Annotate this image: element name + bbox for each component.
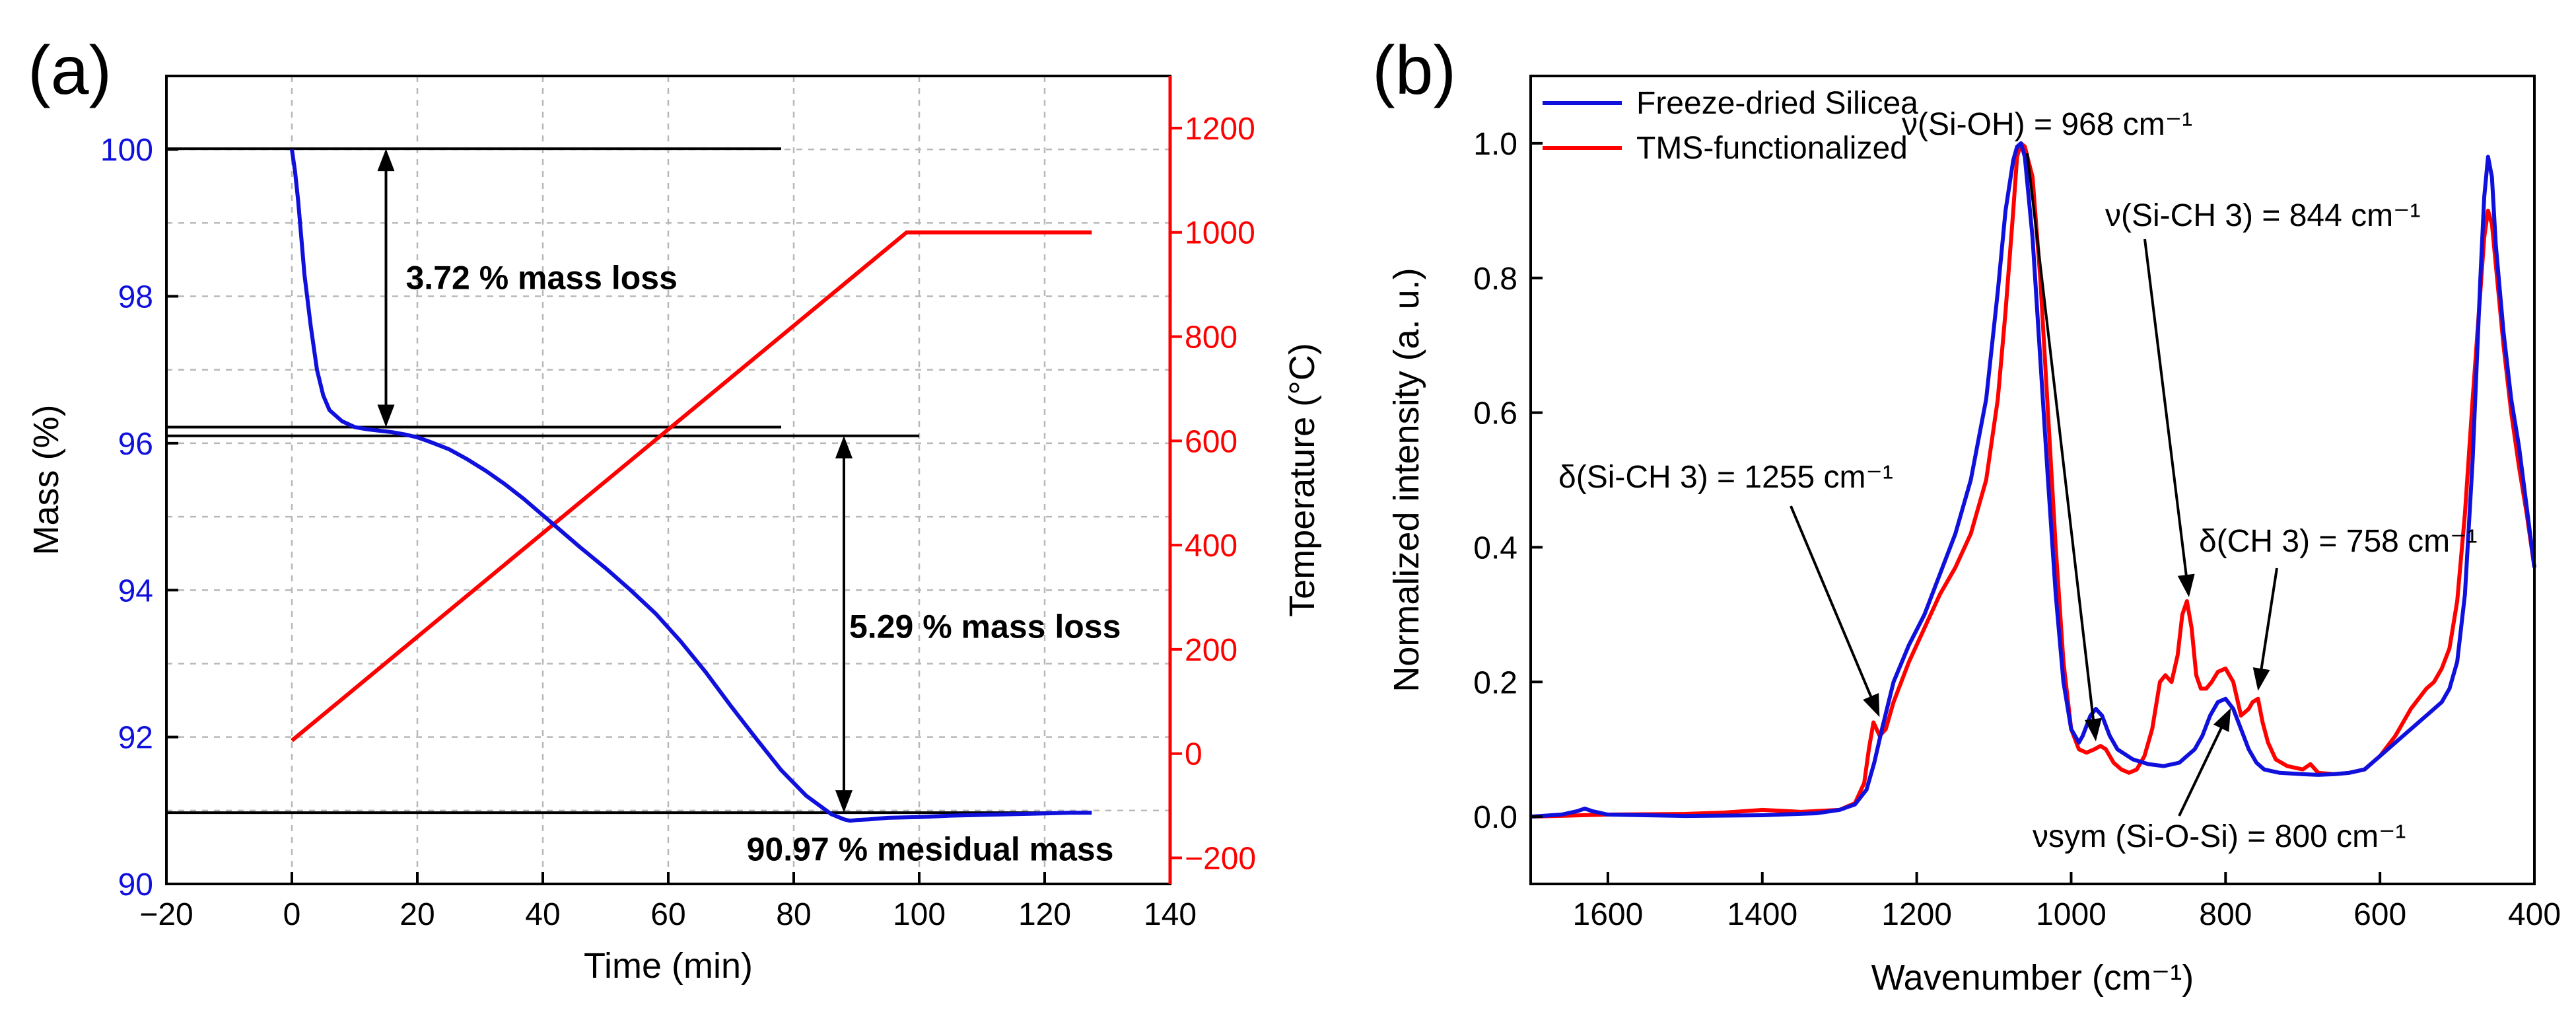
mass-loss-1-arrow-head-top	[377, 149, 395, 172]
x-tick-label: 1200	[1881, 897, 1952, 932]
y-tick-label: 94	[118, 573, 153, 608]
panel-b-legend: Freeze-dried Silicea TMS-functionalized	[1543, 86, 1918, 166]
arrow-758-head	[2252, 667, 2270, 691]
panel-a: (a) −20 0 20 40 60 80 100 120 140 9092949698100 …	[26, 32, 1322, 986]
annotation-si-o-si-800: νsym (Si-O-Si) = 800 cm⁻¹	[2033, 819, 2406, 854]
arrow-758-shaft	[2259, 567, 2278, 673]
mass-loss-2-arrow-head-bottom	[835, 790, 853, 813]
panel-a-y-ticks: 90 92 94 96 98 100	[100, 133, 178, 902]
legend-label-freeze-dried: Freeze-dried Silicea	[1636, 86, 1918, 121]
arrow-844-shaft	[2143, 238, 2188, 579]
right-tick-label: 1200	[1185, 112, 1255, 147]
panel-a-x-axis-title: Time (min)	[584, 946, 753, 986]
y-tick-label: 98	[118, 280, 153, 315]
arrow-968-head	[2085, 717, 2102, 742]
panel-a-reference-lines	[166, 147, 1082, 815]
annotation-si-oh-968: ν(Si-OH) = 968 cm⁻¹	[1902, 107, 2192, 142]
panel-b-frame	[1529, 75, 2536, 885]
legend-label-tms: TMS-functionalized	[1636, 131, 1908, 166]
arrow-800-head	[2213, 708, 2231, 733]
x-tick-label: 1000	[2036, 897, 2106, 932]
panel-a-right-ticks: −200 0 200 400 600 800 1000 1200	[1168, 76, 1256, 884]
panel-a-series	[290, 149, 1092, 823]
annotation-si-ch3-844: ν(Si-CH 3) = 844 cm⁻¹	[2105, 198, 2420, 233]
y-tick-label: 96	[118, 427, 153, 462]
panel-b-label: (b)	[1372, 32, 1456, 109]
x-tick-label: 800	[2199, 897, 2252, 932]
x-tick-label: 140	[1144, 897, 1197, 932]
residual-mass-annotation: 90.97 % mesidual mass	[747, 830, 1114, 867]
x-tick-label: 1600	[1573, 897, 1644, 932]
temperature-line	[291, 230, 1092, 743]
panel-b: (b) 1600 1400 1200 1000 800 600 400 0.00.20.40…	[1372, 32, 2561, 998]
y-tick-label: 0.0	[1473, 800, 1517, 835]
panel-a-label: (a)	[28, 32, 112, 109]
arrow-1255-head	[1863, 693, 1880, 717]
panel-b-x-ticks: 1600 1400 1200 1000 800 600 400	[1573, 872, 2561, 932]
x-tick-label: 600	[2353, 897, 2406, 932]
x-tick-label: 40	[525, 897, 560, 932]
panel-a-right-axis-title: Temperature (°C)	[1282, 343, 1322, 617]
panel-b-y-ticks: 0.0 0.2 0.4 0.6 0.8 1.0	[1473, 127, 1543, 835]
panel-b-series	[1530, 141, 2536, 819]
panel-a-arrows	[377, 149, 853, 813]
arrow-968-shaft	[2026, 153, 2095, 723]
panel-b-x-axis-title: Wavenumber (cm⁻¹)	[1871, 958, 2194, 998]
panel-a-y-axis-title: Mass (%)	[26, 405, 66, 556]
x-tick-label: 80	[776, 897, 811, 932]
y-tick-label: 92	[118, 721, 153, 756]
x-tick-label: 1400	[1727, 897, 1797, 932]
annotation-ch3-758: δ(CH 3) = 758 cm⁻¹	[2199, 524, 2477, 559]
mass-loss-1-arrow-head-bottom	[377, 404, 395, 427]
right-tick-label: 800	[1185, 320, 1237, 355]
x-tick-label: 0	[283, 897, 301, 932]
tms-functionalized-line	[1530, 141, 2536, 819]
x-tick-label: 20	[400, 897, 435, 932]
x-tick-label: 400	[2508, 897, 2561, 932]
freeze-dried-line	[1530, 141, 2536, 819]
right-tick-label: 200	[1185, 633, 1237, 668]
x-tick-label: −20	[139, 897, 193, 932]
arrow-844-head	[2177, 573, 2195, 597]
x-tick-label: 120	[1018, 897, 1071, 932]
arrow-800-shaft	[2178, 724, 2225, 817]
x-tick-label: 60	[650, 897, 685, 932]
panel-b-y-axis-title: Normalized intensity (a. u.)	[1387, 268, 1426, 692]
annotation-si-ch3-1255: δ(Si-CH 3) = 1255 cm⁻¹	[1558, 460, 1893, 495]
right-tick-label: 1000	[1185, 216, 1255, 251]
right-tick-label: 400	[1185, 529, 1237, 564]
right-tick-label: −200	[1185, 842, 1256, 877]
y-tick-label: 0.8	[1473, 262, 1517, 297]
arrow-1255-shaft	[1790, 505, 1874, 701]
y-tick-label: 100	[100, 133, 153, 168]
y-tick-label: 1.0	[1473, 127, 1517, 162]
y-tick-label: 0.4	[1473, 530, 1517, 566]
y-tick-label: 0.2	[1473, 665, 1517, 700]
right-tick-label: 600	[1185, 424, 1237, 459]
y-tick-label: 90	[118, 867, 153, 902]
panel-b-arrows	[1790, 153, 2278, 817]
x-tick-label: 100	[893, 897, 946, 932]
right-tick-label: 0	[1185, 737, 1202, 772]
mass-loss-2-annotation: 5.29 % mass loss	[849, 608, 1121, 645]
y-tick-label: 0.6	[1473, 396, 1517, 431]
panel-a-x-ticks: −20 0 20 40 60 80 100 120 140	[139, 872, 1197, 932]
mass-line	[290, 149, 1092, 823]
panel-a-grid	[166, 76, 1170, 884]
mass-loss-1-annotation: 3.72 % mass loss	[406, 259, 678, 296]
mass-loss-2-arrow-head-top	[835, 435, 853, 458]
